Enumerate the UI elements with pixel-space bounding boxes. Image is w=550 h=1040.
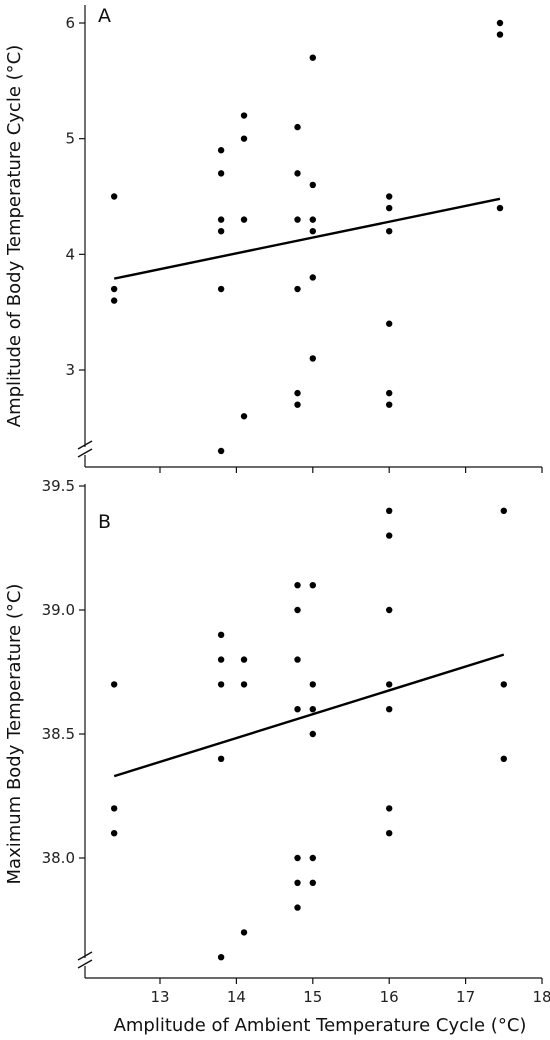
panel-a-axis-break-mark [77,448,93,458]
panel-a-data-point [386,193,393,200]
panel-a-data-point [294,216,301,223]
panel-a-data-point [309,355,316,362]
panel-b-data-point [217,755,225,762]
panel-a-data-point [309,181,316,189]
panel-a-data-point [240,135,248,142]
panel-a-scatter-plot: A 3 4 5 6 [65,5,543,473]
panel-b-data-point [294,706,301,713]
panel-b-x-tick-label: 16 [380,988,399,1006]
panel-b-data-point [500,681,507,688]
panel-b-x-tick-label: 13 [150,988,169,1006]
panel-a-data-point [240,216,248,223]
x-axis-title: Amplitude of Ambient Temperature Cycle (… [114,1015,527,1036]
panel-b-x-tick-label: 14 [227,988,246,1006]
panel-a-data-point [240,413,248,420]
panel-a-data-point [294,123,301,131]
panel-b-axis-break-mark [77,959,93,969]
panel-b-data-point [240,656,248,663]
panel-b-data-point [309,582,316,589]
panel-a-data-point [217,228,225,235]
panel-b-data-point [217,954,225,961]
panel-a-data-point [309,228,316,235]
panel-a-y-tick-label: 6 [65,14,75,32]
panel-a-data-point [386,401,393,408]
panel-b-data-point [240,681,248,688]
panel-b-data-point [309,879,316,886]
panel-a-data-point [309,54,316,61]
panel-b-y-axis-title: Maximum Body Temperature (°C) [4,584,25,885]
panel-b-data-point [386,507,393,514]
panel-a-data-point [496,204,504,212]
panel-a-data-point [309,274,316,281]
panel-a-data-point [386,320,393,327]
panel-b-data-point [309,706,316,713]
panel-a-data-point [294,401,301,408]
panel-b-data-point [500,507,507,514]
panel-b-data-point [294,582,301,589]
panel-a-axis-break-mark [77,440,93,450]
panel-b-scatter-plot: B 38.0 38.5 39.0 39.5 13 14 15 16 17 18 [42,477,550,1006]
panel-b-data-point [386,805,393,812]
panel-b-data-point [294,904,301,911]
panel-b-data-point [309,681,316,688]
panel-b-data-point [386,532,393,539]
panel-a-data-point [294,389,301,397]
axis-titles: Amplitude of Body Temperature Cycle (°C)… [4,45,526,1036]
panel-a-data-point [217,285,225,293]
panel-b-data-point [110,681,118,688]
panel-b-data-point [386,681,393,688]
panel-a-y-tick-label: 3 [65,361,75,379]
panel-b-x-tick-label: 15 [303,988,322,1006]
panel-b-data-point [110,830,118,837]
panel-a-data-point [110,297,118,304]
panel-a-data-point [496,19,504,27]
panel-b-x-tick-label: 18 [532,988,550,1006]
panel-a-label: A [98,5,111,27]
panel-a-data-point [217,216,225,223]
panel-a-y-axis-title: Amplitude of Body Temperature Cycle (°C) [4,45,25,427]
panel-a-data-point [110,285,118,293]
panel-a-data-point [294,285,301,293]
panel-a-data-point [294,170,301,177]
panel-b-data-point [386,606,393,614]
panel-b-data-point [294,854,301,862]
panel-b-data-point [240,929,248,936]
panel-b-data-point [309,854,316,862]
panel-b-data-point [386,830,393,837]
panel-b-data-point [294,879,301,886]
panel-a-trend-line [113,197,501,280]
panel-b-data-point [386,706,393,713]
panel-b-axis-break-mark [77,951,93,961]
panel-b-data-point [309,730,316,738]
panel-a-y-tick-label: 5 [65,130,75,148]
panel-b-y-tick-label: 38.0 [42,849,75,867]
panel-a-data-point [217,170,225,177]
panel-a-y-tick-label: 4 [65,245,75,263]
panel-b-label: B [98,511,111,533]
panel-a-data-point [240,112,248,119]
panel-a-data-point [386,204,393,212]
panel-a-data-point [386,228,393,235]
panel-b-y-tick-label: 38.5 [42,725,75,743]
panel-b-data-point [217,681,225,688]
panel-b-data-point [110,805,118,812]
panel-a-data-point [217,147,225,154]
panel-a-data-point [309,216,316,223]
panel-b-data-point [217,631,225,638]
panel-b-data-point [294,656,301,663]
panel-b-x-tick-label: 17 [456,988,475,1006]
panel-a-data-point [386,389,393,397]
panel-b-data-point [217,656,225,663]
panel-b-trend-line [113,653,505,778]
panel-b-data-point [500,755,507,762]
panel-a-data-point [110,193,118,200]
panel-b-y-tick-label: 39.5 [42,477,75,495]
panel-b-y-tick-label: 39.0 [42,601,75,619]
panel-a-data-point [496,31,504,38]
panel-b-data-point [294,606,301,614]
panel-a-data-point [217,447,225,455]
